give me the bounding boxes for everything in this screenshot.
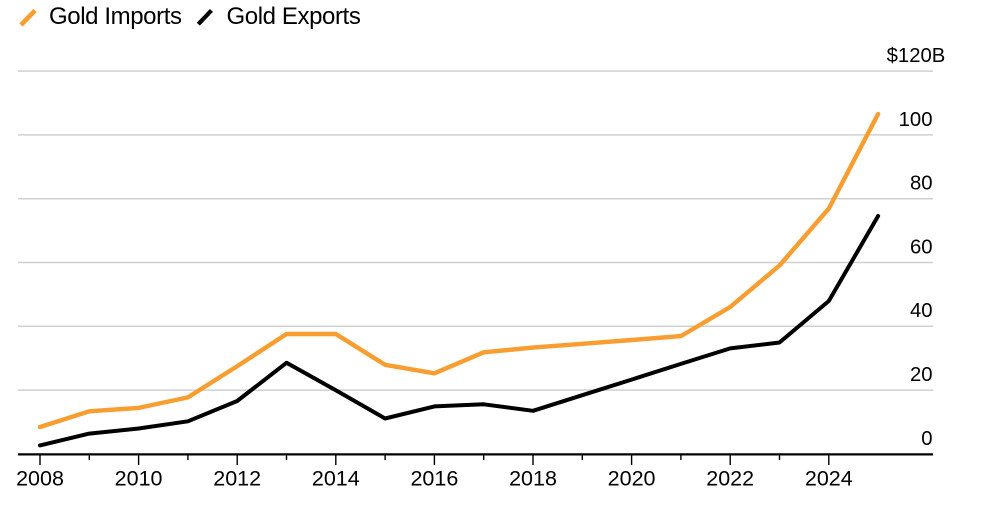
svg-text:2010: 2010: [115, 467, 163, 491]
svg-text:80: 80: [910, 173, 933, 195]
svg-text:2008: 2008: [16, 467, 64, 491]
svg-text:20: 20: [910, 364, 933, 386]
svg-text:2012: 2012: [213, 467, 261, 491]
svg-text:2022: 2022: [706, 467, 754, 491]
svg-text:100: 100: [899, 109, 933, 131]
svg-text:2018: 2018: [509, 467, 557, 491]
svg-text:Gold Exports: Gold Exports: [227, 3, 361, 30]
svg-text:2024: 2024: [805, 467, 853, 491]
svg-text:40: 40: [910, 300, 933, 322]
svg-text:Gold Imports: Gold Imports: [49, 3, 182, 30]
svg-text:2020: 2020: [608, 467, 656, 491]
svg-text:$120B: $120B: [887, 45, 946, 67]
svg-text:0: 0: [921, 428, 932, 450]
svg-text:60: 60: [910, 236, 933, 258]
svg-text:2016: 2016: [410, 467, 458, 491]
svg-text:2014: 2014: [312, 467, 360, 491]
